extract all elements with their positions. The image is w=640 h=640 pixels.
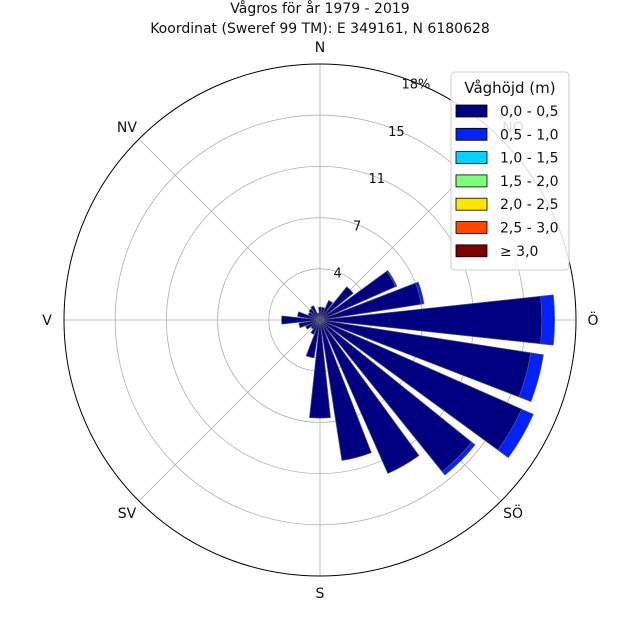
rose-bar-segment: [310, 319, 321, 330]
rose-bar-segment: [297, 311, 321, 321]
rose-bar-segment: [308, 308, 321, 321]
grid-spoke: [138, 319, 321, 502]
direction-label: V: [42, 313, 52, 329]
legend-swatch: [455, 197, 488, 211]
rose-bar-segment: [309, 319, 331, 419]
radial-tick-label: 4: [333, 267, 341, 282]
direction-label: SV: [118, 506, 137, 522]
radial-tick-label: 7: [353, 219, 361, 234]
radial-tick-labels: 4 7 11 15 18%: [333, 77, 430, 281]
rose-bar-segment: [319, 319, 372, 461]
rose-bar-segment: [310, 305, 321, 321]
legend-swatch: [455, 151, 488, 165]
legend: Våghöjd (m) 0,0 - 0,5 0,5 - 1,0 1,0 - 1,5 1,…: [450, 71, 570, 271]
chart-title: Vågros för år 1979 - 2019: [230, 0, 409, 17]
rose-bar-segment: [319, 300, 334, 321]
rose-bar-segment: [497, 408, 534, 459]
rose-bar-segment: [305, 319, 321, 330]
legend-entry-label: 0,5 - 1,0: [500, 127, 558, 143]
legend-title: Våghöjd (m): [464, 79, 555, 97]
rose-bars: [281, 270, 556, 476]
direction-label: NV: [117, 120, 137, 136]
rose-bar-segment: [540, 294, 556, 346]
rose-bar-segment: [298, 319, 321, 329]
rose-bar-segment: [415, 281, 425, 305]
legend-swatch: [455, 174, 488, 188]
radial-tick-label: 18%: [402, 77, 431, 92]
radial-tick-label: 11: [369, 172, 386, 187]
rose-bar-segment: [318, 306, 322, 321]
legend-entry-label: 1,0 - 1,5: [500, 151, 558, 167]
legend-entry-label: 1,5 - 2,0: [500, 174, 558, 190]
rose-bar-segment: [316, 312, 321, 321]
legend-swatch: [455, 127, 488, 141]
rose-bar-segment: [310, 319, 321, 335]
legend-entry-label: 2,0 - 2,5: [500, 197, 558, 213]
direction-label: N: [315, 40, 325, 56]
outer-ring: [63, 63, 577, 577]
rose-bar-segment: [518, 352, 544, 403]
legend-swatch: [455, 221, 488, 234]
direction-label: SÖ: [503, 504, 523, 522]
legend-box: [450, 71, 570, 271]
rose-bar-segment: [441, 441, 476, 476]
legend-swatch: [455, 244, 488, 258]
direction-label: S: [316, 586, 325, 602]
radial-tick-label: 15: [388, 125, 405, 140]
legend-swatch: [455, 104, 488, 118]
legend-entry-label: ≥ 3,0: [500, 244, 538, 260]
chart-subtitle: Koordinat (Sweref 99 TM): E 349161, N 61…: [150, 21, 490, 37]
rose-bar-segment: [319, 286, 354, 321]
rose-bar-segment: [305, 319, 321, 359]
rose-bar-segment: [386, 270, 398, 288]
legend-entry-label: 0,0 - 0,5: [500, 104, 558, 120]
direction-label: Ö: [587, 311, 598, 329]
grid-spoke: [138, 138, 321, 321]
rose-bar-segment: [307, 311, 321, 321]
rose-bar-segment: [319, 319, 420, 474]
rose-bar-segment: [281, 315, 321, 325]
legend-entry-label: 2,5 - 3,0: [500, 221, 558, 237]
